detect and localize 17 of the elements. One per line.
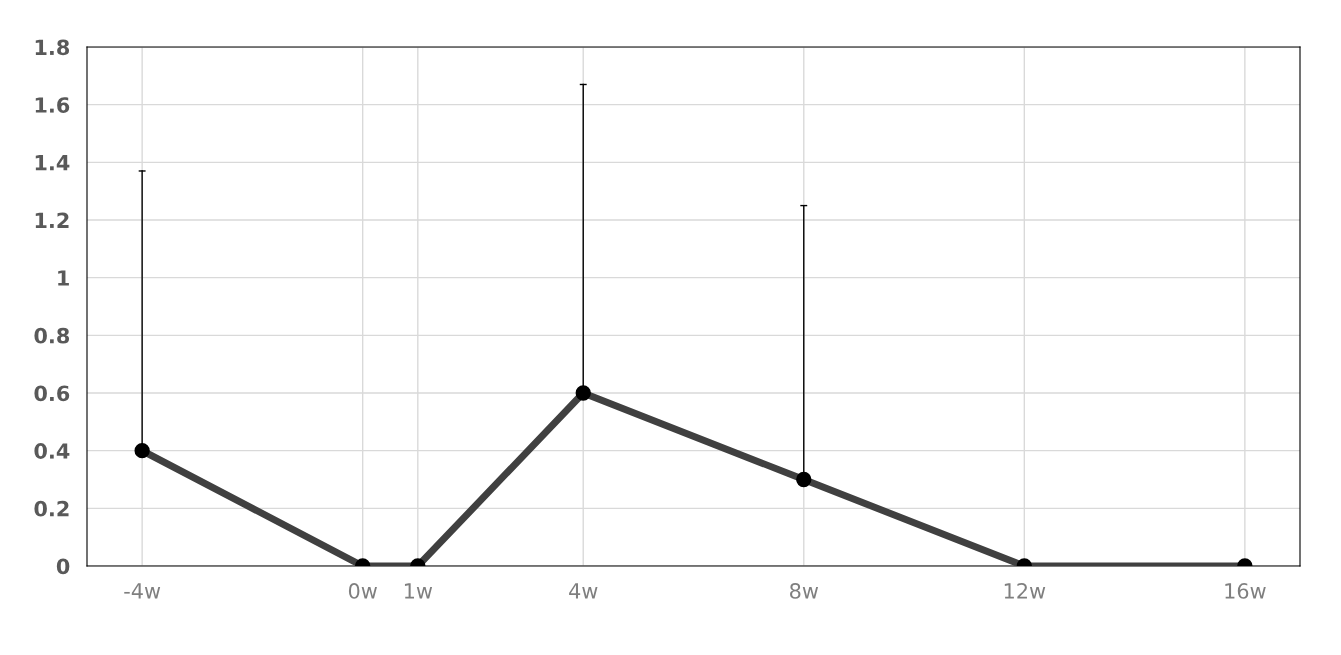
x-tick-label: 1w xyxy=(404,583,433,599)
x-tick-label: 4w xyxy=(569,583,598,599)
x-tick-label: 8w xyxy=(790,583,819,599)
y-tick-label: 0 xyxy=(56,558,70,575)
y-tick-label: 1 xyxy=(58,270,69,286)
x-tick-label: 0w xyxy=(348,583,377,599)
y-tick-label: 0.6 xyxy=(34,385,70,402)
y-tick-label: 0.2 xyxy=(34,500,69,517)
x-tick-label: 12w xyxy=(1004,583,1046,599)
y-tick-label: 0.4 xyxy=(34,443,70,459)
y-tick-label: 0.8 xyxy=(34,327,70,344)
x-tick-label: 16w xyxy=(1225,583,1266,599)
y-tick-label: 1.4 xyxy=(35,155,70,171)
y-tick-label: 1.8 xyxy=(35,39,70,56)
x-tick-label: -4w xyxy=(124,583,161,599)
y-tick-label: 1.2 xyxy=(35,212,69,228)
y-tick-label: 1.6 xyxy=(35,97,70,113)
